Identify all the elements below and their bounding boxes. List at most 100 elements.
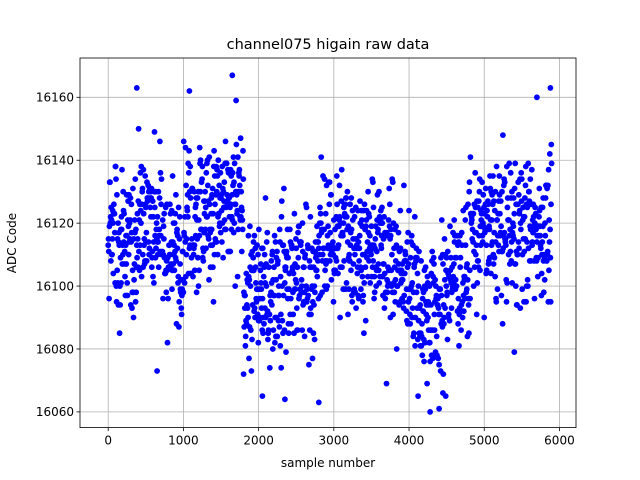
data-point [246,355,252,362]
data-point [298,276,305,283]
data-point [547,254,554,261]
data-point [512,283,519,289]
data-point [115,220,121,227]
data-point [272,239,279,245]
data-point [252,264,259,271]
data-point [525,283,531,289]
data-point [381,213,387,220]
data-point [259,295,266,302]
data-point [511,349,518,355]
data-point [298,239,304,245]
data-point [409,280,416,286]
data-point [112,163,119,170]
data-point [177,261,184,267]
data-point [422,286,429,293]
data-point [373,248,380,255]
data-point [498,292,505,299]
data-point [466,179,473,186]
data-point [158,201,165,208]
data-point [414,254,420,261]
data-point [281,280,288,286]
data-point [161,210,168,217]
data-point [249,336,255,343]
data-point [506,217,512,223]
data-point [127,195,134,201]
data-point [521,213,528,220]
data-point [130,314,137,321]
data-point [516,245,522,252]
data-point [172,210,179,217]
data-point [149,198,156,205]
data-point [475,198,482,205]
data-point [128,201,135,208]
data-point [314,273,321,280]
data-point [397,207,404,214]
data-point [154,213,161,220]
data-point [175,204,182,211]
data-point [290,270,297,277]
data-point [393,223,399,230]
data-point [132,176,139,183]
data-point [370,204,377,211]
data-point [442,305,448,311]
data-point [318,154,325,161]
data-point [383,229,390,236]
data-point [385,217,392,223]
data-point [119,166,125,173]
data-point [322,210,329,217]
data-point [183,182,190,189]
data-point [222,226,229,233]
data-point [539,239,546,245]
data-point [256,226,262,233]
data-point [337,314,343,321]
data-point [250,254,257,261]
data-point [353,305,359,311]
data-point [240,176,247,183]
data-point [301,264,307,271]
data-point [495,242,502,249]
x-tick-label: 2000 [243,434,274,448]
data-point [143,258,150,264]
data-point [289,245,295,252]
data-point [407,320,414,327]
data-point [375,261,382,267]
data-point [281,185,287,192]
data-point [512,261,519,267]
data-point [429,355,436,362]
data-point [422,339,428,346]
data-point [441,320,447,327]
data-point [387,232,394,239]
data-point [389,179,396,186]
data-point [232,201,239,208]
data-point [210,264,216,271]
data-point [131,276,138,283]
data-point [309,355,316,362]
data-point [448,305,455,311]
data-point [190,251,197,258]
data-point [111,201,117,208]
data-point [231,160,238,167]
data-point [326,201,333,208]
data-point [466,188,473,195]
data-point [463,286,470,293]
data-point [123,261,130,267]
data-point [319,251,326,258]
data-point [169,173,176,179]
data-point [483,242,490,249]
data-point [171,220,178,227]
data-point [405,261,412,267]
data-point [107,179,113,186]
data-point [255,251,261,258]
data-point [441,276,448,283]
data-point [240,147,246,154]
data-point [351,213,358,220]
data-point [518,226,524,233]
data-point [227,248,234,255]
data-point [278,311,284,318]
data-point [540,289,547,296]
data-point [235,226,242,233]
data-point [459,314,466,321]
data-point [245,314,252,321]
data-point [318,220,324,227]
data-point [274,248,280,255]
